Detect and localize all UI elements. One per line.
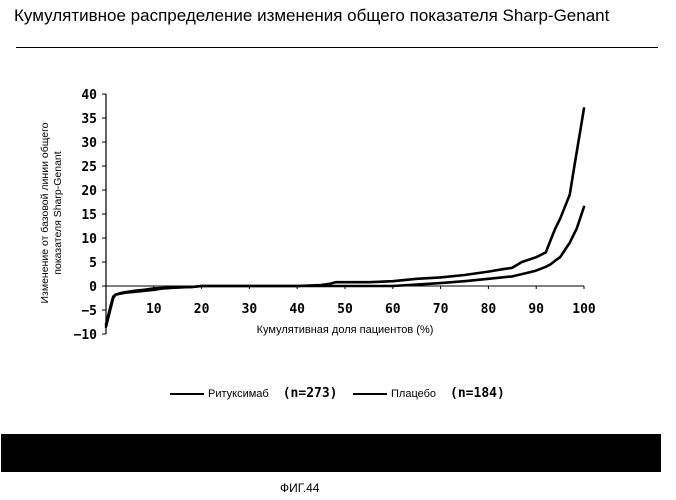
- x-ticks: 10 20 30 40 50 60 70 80 90 100: [146, 286, 596, 317]
- axes: [105, 94, 584, 334]
- legend-count: (n=273): [282, 386, 338, 401]
- y-axis-label-line: показателя Sharp-Genant: [52, 151, 64, 274]
- x-tick-label: 100: [572, 302, 596, 317]
- y-tick-label: 25: [81, 160, 97, 175]
- series-line-placebo: [104, 107, 586, 326]
- y-tick-label: 40: [81, 88, 97, 103]
- x-tick-label: 90: [528, 302, 544, 317]
- x-tick-label: 10: [146, 302, 162, 317]
- legend-line-swatch: [170, 392, 204, 395]
- y-tick-label: 30: [81, 136, 97, 151]
- x-tick-label: 20: [194, 302, 210, 317]
- x-tick-label: 40: [289, 302, 305, 317]
- y-tick-label: 0: [89, 280, 97, 295]
- x-tick-label: 50: [337, 302, 353, 317]
- x-axis-label: Кумулятивная доля пациентов (%): [257, 324, 434, 336]
- x-tick-label: 60: [385, 302, 401, 317]
- chart: Изменение от базовой линии общего показат…: [39, 88, 596, 343]
- legend-item-rituximab: Ритуксимаб (n=273): [170, 386, 338, 401]
- legend-line-swatch: [353, 392, 387, 395]
- y-tick-label: 35: [81, 112, 97, 127]
- x-tick-label: 80: [481, 302, 497, 317]
- legend-label: Плацебо: [391, 387, 437, 400]
- y-tick-label: −5: [81, 304, 97, 319]
- y-tick-label: 20: [81, 184, 97, 199]
- x-tick-label: 70: [433, 302, 449, 317]
- y-tick-label: 10: [81, 232, 97, 247]
- figure-label: ФИГ.44: [280, 481, 320, 495]
- y-tick-label: −10: [74, 328, 98, 343]
- legend-count: (n=184): [450, 386, 505, 401]
- y-tick-label: 5: [89, 256, 97, 271]
- legend-label: Ритуксимаб: [208, 387, 269, 400]
- redaction-bar: [1, 434, 661, 472]
- y-tick-label: 15: [81, 208, 97, 223]
- legend-item-placebo: Плацебо (n=184): [353, 386, 505, 401]
- y-axis-label-line: Изменение от базовой линии общего: [39, 122, 51, 303]
- y-ticks: −10 −5 0 5 10 15 20 25 30 35 40: [74, 88, 106, 343]
- x-tick-label: 30: [242, 302, 258, 317]
- title-underline: [16, 47, 658, 48]
- series-lines: [104, 107, 586, 329]
- chart-title: Кумулятивное распределение изменения общ…: [14, 6, 610, 25]
- y-axis-label: Изменение от базовой линии общего показат…: [39, 122, 64, 303]
